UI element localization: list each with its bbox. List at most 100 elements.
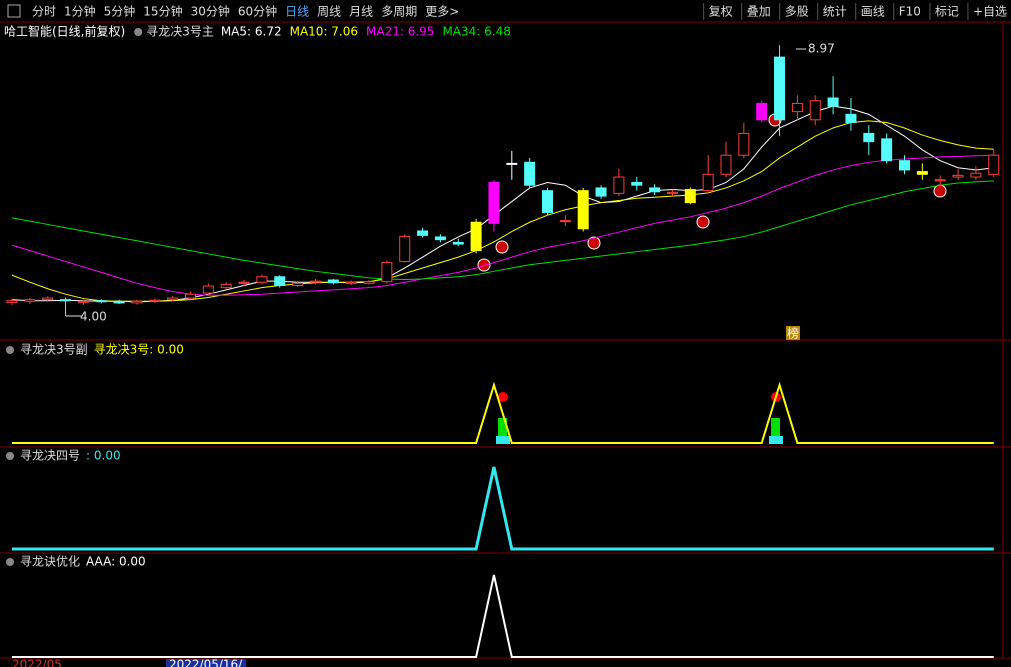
indicator-line bbox=[12, 381, 994, 444]
candle-body bbox=[202, 285, 214, 294]
toolbar-tab[interactable]: 60分钟 bbox=[238, 4, 277, 19]
candle-body bbox=[613, 176, 625, 194]
candle-body bbox=[881, 138, 893, 162]
toolbar-bg bbox=[0, 0, 1011, 22]
toolbar-tab[interactable]: 30分钟 bbox=[191, 4, 230, 19]
signal-icon bbox=[587, 236, 601, 250]
candle-body bbox=[185, 293, 196, 299]
candle-body bbox=[363, 281, 375, 284]
candle-body bbox=[399, 235, 411, 262]
candle-body bbox=[649, 187, 661, 193]
date-label: 2022/05/16/ bbox=[169, 658, 243, 667]
candle-body bbox=[113, 301, 125, 304]
toolbar-button[interactable]: F10 bbox=[899, 5, 921, 19]
candle-body bbox=[77, 300, 89, 303]
ma-line bbox=[11, 120, 994, 302]
toolbar-button[interactable]: 多股 bbox=[785, 5, 809, 19]
candle-body bbox=[167, 297, 179, 301]
toolbar-tab[interactable]: 1分钟 bbox=[64, 4, 96, 19]
toolbar-tab[interactable]: 日线 bbox=[285, 5, 309, 19]
candle-body bbox=[488, 181, 500, 224]
indicator-title: 寻龙决3号副 bbox=[20, 343, 88, 357]
candle-body bbox=[916, 171, 928, 175]
legend-entry: 寻龙决3号: 0.00 bbox=[94, 343, 184, 357]
signal-icon bbox=[933, 184, 947, 198]
toolbar-tab[interactable]: 月线 bbox=[349, 5, 373, 19]
candle-body bbox=[6, 300, 18, 303]
toolbar-button[interactable]: 画线 bbox=[861, 5, 885, 19]
candle-body bbox=[24, 299, 36, 302]
legend-entry: MA34: 6.48 bbox=[442, 25, 510, 39]
high-label: 8.97 bbox=[808, 42, 835, 56]
legend-entry: MA10: 7.06 bbox=[290, 25, 358, 39]
security-name: 哈工智能(日线,前复权) bbox=[4, 24, 125, 39]
candle-body bbox=[327, 279, 339, 284]
toolbar-tab[interactable]: 15分钟 bbox=[143, 4, 182, 19]
marker-box bbox=[786, 326, 800, 340]
indicator-icon bbox=[6, 346, 14, 354]
candle-body bbox=[542, 190, 553, 213]
candle-body bbox=[60, 299, 72, 302]
signal-block bbox=[769, 436, 783, 444]
toolbar-tab[interactable]: 多周期 bbox=[381, 5, 417, 19]
candle-body bbox=[899, 160, 910, 171]
candle-body bbox=[559, 220, 571, 223]
candle-body bbox=[756, 102, 768, 121]
legend-entry: : 0.00 bbox=[86, 449, 121, 463]
indicator-title: 寻龙决四号 bbox=[20, 449, 80, 463]
candle-body bbox=[274, 276, 286, 286]
candle-body bbox=[381, 262, 393, 283]
candle-body bbox=[131, 300, 143, 304]
candle-body bbox=[506, 162, 518, 165]
indicator-icon bbox=[6, 558, 14, 566]
candle-body bbox=[452, 241, 464, 245]
indicator-icon bbox=[6, 452, 14, 460]
candle-body bbox=[95, 300, 107, 303]
toolbar-button[interactable]: +自选 bbox=[973, 5, 1007, 19]
candle-body bbox=[417, 230, 429, 236]
candle-body bbox=[720, 154, 732, 175]
marker-label: 榜 bbox=[787, 326, 799, 341]
candle-body bbox=[827, 97, 839, 107]
candle-body bbox=[345, 281, 357, 284]
candle-body bbox=[434, 236, 446, 241]
signal-bar bbox=[498, 418, 507, 436]
candle-body bbox=[470, 221, 482, 252]
signal-block bbox=[496, 436, 510, 444]
toolbar-button[interactable]: 统计 bbox=[823, 5, 847, 19]
toolbar-icon bbox=[7, 4, 21, 18]
toolbar-tab[interactable]: 分时 bbox=[32, 5, 56, 19]
candle-body bbox=[845, 113, 857, 124]
candle-body bbox=[934, 179, 946, 182]
candle-body bbox=[863, 132, 875, 143]
indicator-line bbox=[12, 466, 994, 551]
toolbar-tab[interactable]: 5分钟 bbox=[104, 4, 136, 19]
ma-line bbox=[11, 180, 994, 280]
candle-body bbox=[292, 282, 304, 286]
candle-body bbox=[149, 299, 161, 302]
candle-body bbox=[970, 172, 982, 178]
candle-body bbox=[809, 100, 821, 121]
date-label: 2022/05 bbox=[12, 658, 62, 667]
candle-body bbox=[702, 173, 714, 192]
toolbar-button[interactable]: 复权 bbox=[709, 5, 733, 19]
candle-body bbox=[631, 181, 643, 186]
candle-body bbox=[684, 189, 696, 204]
indicator-title: 寻龙决3号主 bbox=[146, 25, 214, 39]
candle-body bbox=[774, 56, 786, 121]
ma-line bbox=[11, 154, 994, 296]
candle-body bbox=[952, 174, 964, 178]
candle-body bbox=[791, 102, 803, 113]
toolbar-tab[interactable]: 更多> bbox=[425, 5, 459, 19]
indicator-line bbox=[12, 574, 994, 658]
toolbar-button[interactable]: 标记 bbox=[935, 5, 959, 19]
signal-icon bbox=[495, 240, 509, 254]
toolbar-button[interactable]: 叠加 bbox=[747, 5, 771, 19]
toolbar-tab[interactable]: 周线 bbox=[317, 5, 341, 19]
signal-dot bbox=[498, 392, 508, 402]
legend-entry: MA21: 6.95 bbox=[366, 25, 434, 39]
date-box bbox=[166, 659, 246, 667]
legend-entry: AAA: 0.00 bbox=[86, 555, 146, 569]
